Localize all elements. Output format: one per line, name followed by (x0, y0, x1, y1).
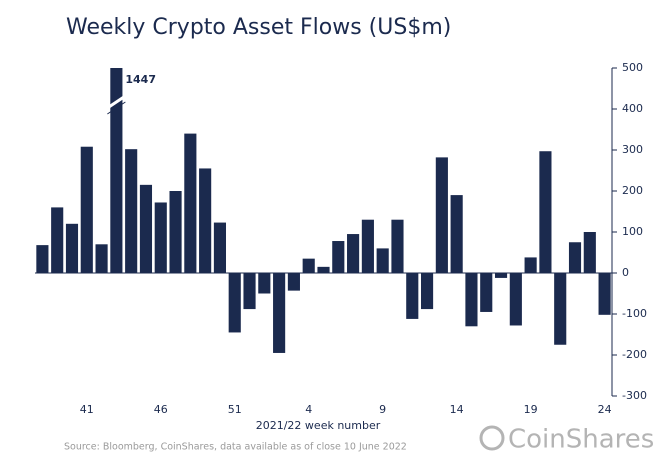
bar (110, 68, 123, 274)
bar (243, 273, 256, 310)
x-tick-label: 14 (450, 403, 464, 416)
bar (154, 202, 167, 273)
plot-area (36, 68, 611, 353)
x-tick-label: 41 (80, 403, 94, 416)
x-tick-label: 9 (379, 403, 386, 416)
bar (598, 273, 611, 315)
bar (184, 133, 197, 273)
bar (539, 151, 552, 273)
y-tick-label: 100 (622, 225, 643, 238)
bar (258, 273, 271, 294)
x-tick-label: 51 (228, 403, 242, 416)
bar (435, 157, 448, 273)
bar (302, 258, 315, 273)
bar (125, 149, 138, 273)
bar (376, 248, 389, 273)
bar (65, 223, 79, 273)
bar (139, 184, 153, 273)
bar (347, 234, 360, 273)
y-tick-label: 400 (622, 102, 643, 115)
bar (36, 245, 49, 273)
chart-title: Weekly Crypto Asset Flows (US$m) (66, 15, 451, 40)
brand-name: CoinShares (508, 425, 654, 455)
bar (332, 241, 345, 273)
y-tick-label: -300 (622, 389, 647, 402)
y-tick-label: -200 (622, 348, 647, 361)
bar (524, 257, 537, 273)
axis-break (107, 101, 126, 115)
bar (583, 232, 596, 273)
x-tick-label: 24 (598, 403, 612, 416)
bar (228, 273, 241, 333)
y-tick-label: 300 (622, 143, 643, 156)
bar (450, 195, 463, 273)
y-tick-label: -100 (622, 307, 647, 320)
value-label: 1447 (125, 73, 156, 86)
x-tick-label: 19 (524, 403, 538, 416)
y-tick-label: 500 (622, 61, 643, 74)
bar (213, 222, 227, 273)
brand-logo (479, 425, 505, 451)
y-tick-label: 0 (622, 266, 629, 279)
bar (80, 146, 93, 273)
bar (554, 273, 567, 345)
bar (480, 273, 493, 312)
bar (51, 207, 64, 273)
bar (317, 266, 330, 273)
bar (568, 242, 582, 273)
bar (494, 273, 508, 278)
y-tick-label: 200 (622, 184, 643, 197)
bar (406, 273, 419, 319)
axis-break (106, 94, 127, 110)
bar (95, 244, 108, 273)
bar (391, 219, 404, 273)
x-tick-label: 4 (305, 403, 312, 416)
bar (169, 191, 182, 273)
bar (509, 273, 522, 326)
x-tick-label: 46 (154, 403, 168, 416)
x-axis-label: 2021/22 week number (256, 419, 381, 432)
source-note: Source: Bloomberg, CoinShares, data avai… (64, 442, 407, 453)
bar (199, 168, 212, 273)
bar (287, 273, 300, 291)
bar (273, 273, 286, 353)
bar (420, 273, 434, 310)
bar (465, 273, 478, 327)
bar (361, 219, 374, 273)
